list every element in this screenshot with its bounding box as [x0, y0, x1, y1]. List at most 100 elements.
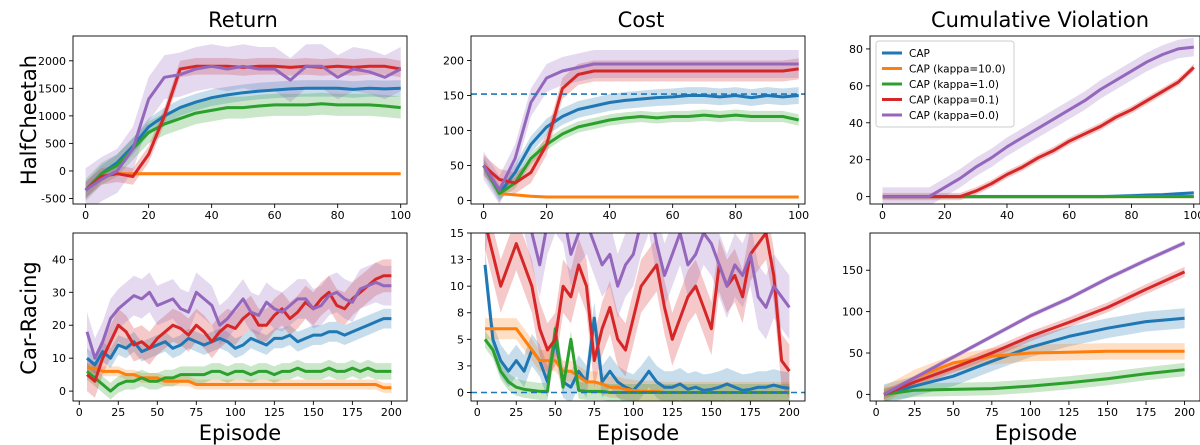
- legend-label: CAP: [909, 48, 930, 60]
- x-tick-label: 125: [662, 406, 683, 419]
- x-tick-label: 40: [1000, 209, 1014, 222]
- series-line-cap-kappa-0-0-: [530, 233, 791, 309]
- x-tick-label: 20: [540, 209, 554, 222]
- series-line-cap-kappa-0-1-: [86, 274, 392, 383]
- series-line-cap-kappa-1-0-: [84, 102, 401, 192]
- axes-frame: [470, 232, 806, 402]
- panel-hc-violation: 0 20 40 60 80 100 0 20 40 60 80: [849, 35, 1200, 222]
- plot-area: [471, 50, 805, 204]
- x-tick-label: 75: [189, 406, 203, 419]
- y-tick-label: 20: [52, 319, 66, 332]
- axes-frame: [869, 35, 1200, 205]
- x-tick-label: 80: [729, 209, 743, 222]
- y-tick-label: 13: [450, 254, 464, 267]
- axes-frame: [470, 35, 806, 205]
- legend-label: CAP (kappa=1.0): [909, 79, 999, 91]
- axes-frame: [869, 232, 1200, 402]
- x-tick-label: 125: [264, 406, 285, 419]
- x-tick-label: 100: [1183, 209, 1200, 222]
- panel-hc-cost: 0 20 40 60 80 100 0 50 100 150 200: [443, 35, 809, 222]
- series-line-cap-kappa-10-0-: [883, 349, 1185, 396]
- x-axis-label-return: Episode: [199, 421, 281, 445]
- x-tick-label: 80: [1125, 209, 1139, 222]
- x-tick-label: 25: [111, 406, 125, 419]
- y-tick-label: 10: [450, 280, 464, 293]
- band-cap-kappa-1-0-: [883, 362, 1185, 401]
- y-tick-label: 60: [849, 80, 863, 93]
- x-tick-label: 0: [873, 406, 880, 419]
- y-tick-label: 0: [457, 195, 464, 208]
- legend-label: CAP (kappa=10.0): [909, 64, 1006, 76]
- column-title-return: Return: [208, 8, 278, 32]
- plot-area: [882, 37, 1195, 204]
- series-line-cap: [482, 94, 799, 195]
- x-tick-label: 100: [225, 406, 246, 419]
- plot-area: [85, 259, 392, 400]
- column-title-cumulative-violation: Cumulative Violation: [931, 8, 1149, 32]
- panel-cr-violation: 0 25 50 75 100 125 150 175 200 0 50 100 150: [842, 232, 1200, 419]
- series-line-cap-kappa-0-0-: [85, 280, 392, 360]
- series-line-cap-kappa-0-1-: [486, 233, 791, 373]
- band-cap: [883, 308, 1185, 401]
- band-cap-kappa-0-0-: [85, 44, 401, 204]
- plot-area: [883, 240, 1186, 401]
- series-line-cap: [84, 86, 401, 192]
- x-tick-label: 50: [946, 406, 960, 419]
- y-tick-label: 80: [849, 43, 863, 56]
- x-tick-label: 100: [390, 209, 411, 222]
- y-tick-label: 150: [842, 264, 863, 277]
- x-tick-label: 175: [740, 406, 761, 419]
- y-tick-label: 15: [450, 227, 464, 240]
- series-line-cap: [883, 316, 1185, 396]
- x-tick-label: 40: [603, 209, 617, 222]
- panel-cr-return: 0 25 50 75 100 125 150 175 200 0 10 20 30 40: [52, 232, 408, 419]
- series-line-cap-kappa-10-0-: [87, 366, 392, 390]
- y-tick-label: 50: [849, 347, 863, 360]
- y-tick-label: 0: [59, 165, 66, 178]
- y-tick-label: 2000: [38, 55, 66, 68]
- y-tick-label: 8: [457, 307, 464, 320]
- plot-area: [471, 233, 805, 401]
- x-tick-label: 175: [1136, 406, 1157, 419]
- series-line-cap-kappa-0-0-: [883, 241, 1186, 396]
- series-line-cap-kappa-0-1-: [883, 270, 1186, 396]
- y-tick-label: 50: [450, 160, 464, 173]
- panel-cr-cost: 0 25 50 75 100 125 150 175 200 0 3 5 8 10 13 15: [450, 227, 806, 419]
- axes-frame: [72, 232, 408, 402]
- series-line-cap-kappa-0-1-: [882, 66, 1195, 199]
- x-tick-label: 0: [76, 406, 83, 419]
- x-tick-label: 100: [623, 406, 644, 419]
- plot-area: [84, 44, 402, 204]
- x-tick-label: 40: [205, 209, 219, 222]
- band-cap-kappa-0-0-: [883, 240, 1185, 397]
- y-tick-label: 100: [443, 125, 464, 138]
- y-tick-label: 1000: [38, 110, 66, 123]
- band-cap-kappa-1-0-: [87, 359, 392, 400]
- series-line-cap-kappa-1-0-: [483, 327, 790, 394]
- band-cap-kappa-0-1-: [485, 233, 790, 398]
- x-tick-label: 75: [985, 406, 999, 419]
- series-line-cap-kappa-1-0-: [86, 366, 392, 393]
- series-line-cap-kappa-0-0-: [882, 45, 1194, 199]
- band-cap-kappa-0-0-: [485, 233, 790, 340]
- y-tick-label: 500: [45, 137, 66, 150]
- x-tick-label: 60: [1062, 209, 1076, 222]
- series-line-cap-kappa-0-0-: [84, 64, 402, 192]
- x-tick-label: 50: [150, 406, 164, 419]
- y-tick-label: 3: [457, 360, 464, 373]
- y-tick-label: 1500: [38, 82, 66, 95]
- legend-box: [875, 40, 1015, 128]
- y-tick-label: 200: [443, 55, 464, 68]
- series-line-cap: [86, 317, 392, 367]
- x-tick-label: 150: [701, 406, 722, 419]
- x-tick-label: 0: [879, 209, 886, 222]
- y-tick-label: 5: [457, 333, 464, 346]
- y-tick-label: 0: [457, 386, 464, 399]
- row-label-halfcheetah: HalfCheetah: [17, 55, 41, 185]
- band-cap-kappa-0-0-: [87, 262, 392, 378]
- y-tick-label: 0: [856, 388, 863, 401]
- band-cap-kappa-0-1-: [87, 259, 392, 398]
- series-line-cap-kappa-1-0-: [482, 113, 800, 195]
- series-line-cap-kappa-0-1-: [482, 67, 799, 185]
